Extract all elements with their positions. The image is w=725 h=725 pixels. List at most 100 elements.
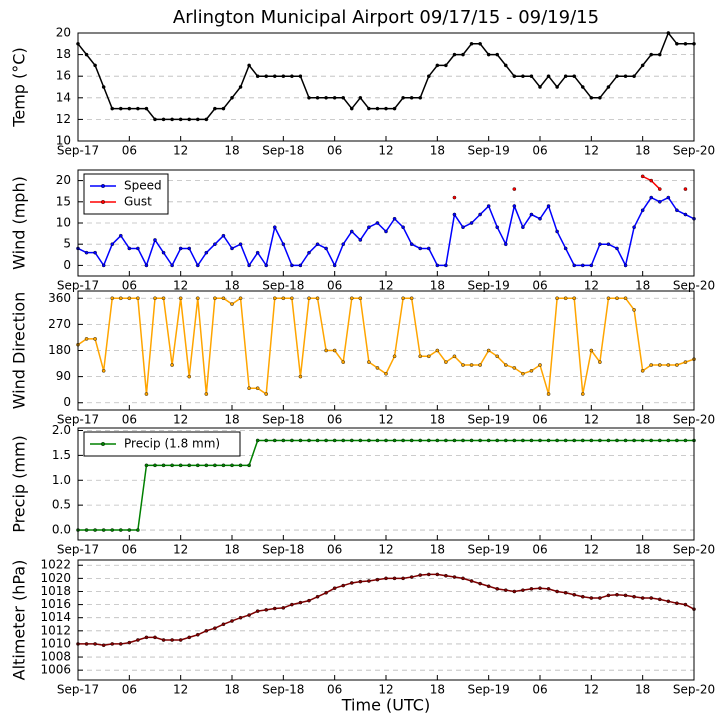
data-point — [272, 438, 277, 443]
x-tick-label: Sep-20 — [673, 413, 715, 427]
data-point — [118, 233, 123, 238]
data-point — [572, 296, 577, 301]
data-point — [580, 263, 585, 268]
data-point — [238, 85, 243, 89]
x-tick-label: 12 — [584, 683, 599, 697]
data-point — [478, 212, 482, 217]
data-point — [529, 212, 534, 217]
data-point — [426, 246, 431, 251]
data-point — [521, 371, 525, 376]
x-tick-label: Sep-19 — [468, 279, 510, 293]
data-point — [649, 363, 654, 367]
x-tick-label: 12 — [378, 144, 393, 158]
data-point — [657, 363, 662, 367]
data-point — [623, 438, 628, 443]
legend-marker — [100, 199, 105, 204]
data-point — [563, 74, 568, 78]
data-point — [452, 575, 457, 579]
data-point — [640, 438, 645, 443]
x-tick-label: 18 — [635, 413, 650, 427]
x-tick-label: Sep-18 — [262, 543, 304, 557]
data-point — [247, 263, 251, 268]
data-point — [409, 242, 414, 246]
x-tick-label: 18 — [430, 279, 445, 293]
x-tick-label: 12 — [173, 543, 188, 557]
x-tick-label: 06 — [532, 144, 547, 158]
data-point — [512, 366, 517, 370]
x-tick-label: Sep-17 — [57, 279, 99, 293]
data-point — [469, 579, 474, 583]
data-point — [401, 225, 405, 230]
data-point — [315, 296, 320, 301]
data-point — [640, 174, 645, 179]
data-point — [538, 586, 542, 590]
data-point — [144, 635, 149, 640]
data-point — [349, 581, 354, 585]
data-point — [367, 225, 371, 230]
data-point — [478, 581, 482, 586]
x-tick-label: 12 — [584, 413, 599, 427]
x-tick-label: 06 — [327, 683, 342, 697]
data-point — [247, 613, 251, 617]
data-point — [503, 63, 508, 68]
data-point — [93, 63, 97, 68]
x-tick-label: 12 — [173, 279, 188, 293]
data-point — [230, 619, 234, 623]
x-tick-label: 06 — [532, 683, 547, 697]
chart-title: Arlington Municipal Airport 09/17/15 - 0… — [173, 7, 599, 28]
data-point — [187, 246, 192, 251]
data-point — [272, 225, 277, 230]
data-point — [324, 438, 328, 443]
data-point — [444, 360, 448, 364]
data-point — [332, 438, 337, 443]
data-point — [118, 106, 123, 111]
data-point — [315, 242, 320, 246]
data-point — [178, 638, 183, 642]
data-point — [110, 528, 115, 532]
data-point — [290, 296, 294, 301]
data-point — [93, 250, 97, 255]
x-tick-label: Sep-18 — [262, 144, 304, 158]
data-point — [683, 212, 688, 217]
data-point — [521, 438, 525, 443]
data-point — [221, 463, 226, 468]
x-tick-label: 18 — [635, 279, 650, 293]
x-tick-label: Sep-17 — [57, 413, 99, 427]
data-point — [435, 572, 440, 577]
data-point — [640, 63, 645, 68]
data-point — [110, 296, 115, 301]
y-tick-label: 0.5 — [52, 498, 71, 512]
legend-marker — [100, 183, 105, 188]
y-tick-label: 15 — [56, 194, 71, 208]
x-tick-label: Sep-18 — [262, 413, 304, 427]
data-point — [290, 602, 294, 607]
y-axis-label: Temp (°C) — [10, 47, 29, 127]
data-point — [444, 263, 448, 268]
data-point — [375, 438, 380, 443]
x-tick-label: 12 — [378, 543, 393, 557]
data-point — [255, 438, 260, 443]
data-point — [349, 296, 354, 301]
data-point — [538, 216, 542, 221]
y-tick-label: 90 — [56, 369, 71, 383]
data-point — [615, 592, 619, 597]
data-point — [204, 463, 209, 468]
x-tick-label: Sep-19 — [468, 413, 510, 427]
data-point — [367, 360, 371, 364]
data-point — [435, 63, 440, 68]
y-tick-label: 5 — [63, 237, 71, 251]
data-point — [136, 528, 140, 532]
data-point — [598, 360, 602, 364]
x-tick-label: 06 — [327, 144, 342, 158]
data-point — [101, 85, 106, 89]
data-point — [555, 438, 559, 443]
data-point — [623, 593, 628, 598]
x-tick-label: Sep-17 — [57, 543, 99, 557]
data-point — [136, 296, 140, 301]
data-point — [332, 263, 337, 268]
data-point — [640, 369, 645, 373]
data-point — [247, 463, 251, 468]
data-point — [230, 463, 234, 468]
data-point — [195, 463, 200, 468]
y-tick-label: 1010 — [40, 636, 71, 650]
